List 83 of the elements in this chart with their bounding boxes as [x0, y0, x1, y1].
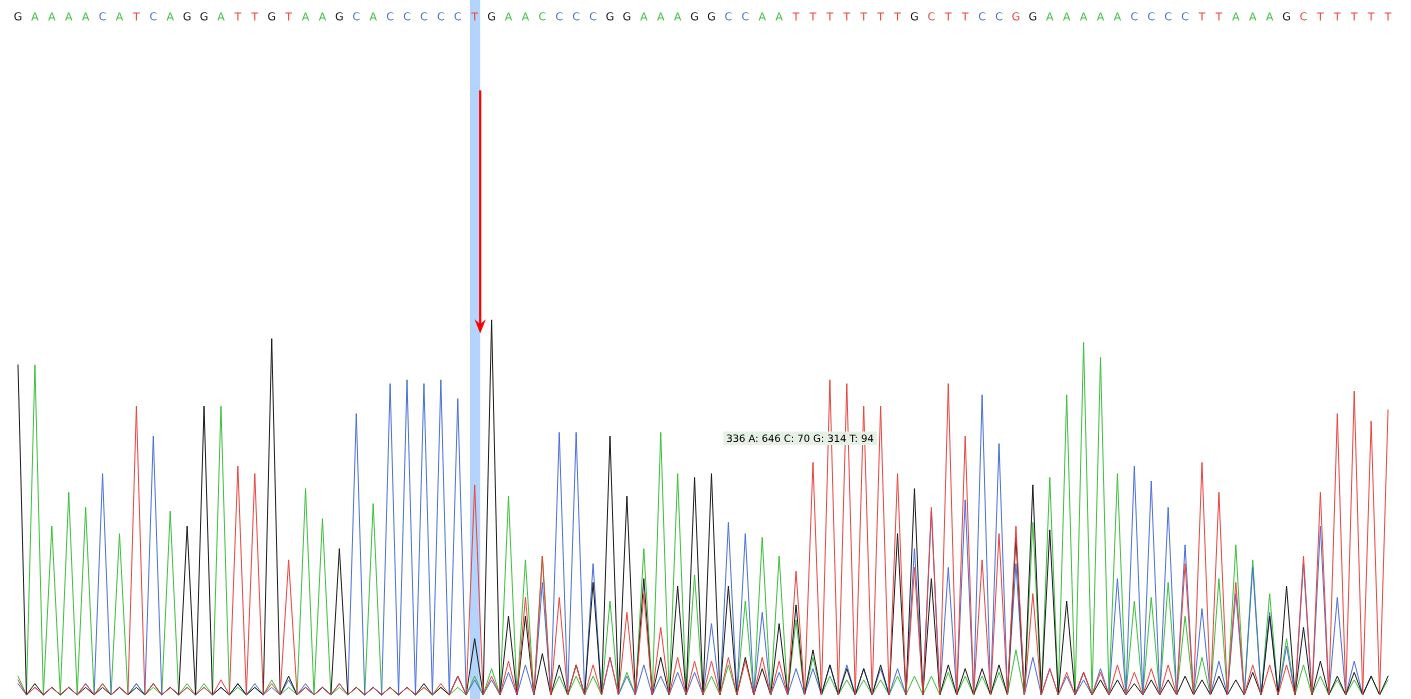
x-tick-label: G: [200, 12, 208, 21]
x-tick-label: T: [1367, 12, 1375, 21]
x-tick-label: T: [1317, 12, 1324, 21]
x-tick-label: T: [251, 12, 259, 21]
x-tick-label: T: [877, 12, 884, 21]
x-tick-label: A: [65, 12, 73, 21]
x-tick-label: T: [471, 12, 479, 21]
annotation: 336 A: 646 C: 70 G: 314 T: 94: [727, 434, 874, 443]
x-tick-label: C: [928, 12, 935, 21]
x-tick-label: G: [183, 12, 191, 21]
x-tick-label: C: [1300, 12, 1307, 21]
x-tick-label: G: [1029, 12, 1037, 21]
x-tick-label: C: [978, 12, 986, 21]
x-tick-label: A: [31, 12, 39, 21]
x-tick-label: C: [995, 12, 1003, 21]
x-tick-label: A: [758, 12, 766, 21]
x-tick-label: C: [1148, 12, 1155, 21]
x-tick-label: A: [369, 12, 377, 21]
x-tick-label: C: [99, 12, 106, 21]
x-tick-label: G: [707, 12, 715, 21]
x-tick-label: C: [150, 12, 157, 21]
x-tick-label: C: [725, 12, 732, 21]
x-tick-label: A: [1046, 12, 1054, 21]
x-tick-label: A: [1113, 12, 1122, 21]
x-tick-label: A: [318, 12, 327, 21]
x-tick-label: A: [1079, 12, 1088, 21]
x-tick-label: A: [217, 12, 225, 21]
x-tick-label: T: [285, 12, 292, 21]
x-tick-label: T: [133, 12, 140, 21]
x-tick-label: A: [115, 12, 124, 21]
x-tick-label: A: [673, 12, 682, 21]
x-tick-label: G: [690, 12, 698, 21]
x-tick-label: T: [843, 12, 851, 21]
x-tick-label: C: [539, 12, 546, 21]
x-tick-label: A: [1249, 12, 1257, 21]
x-tick-label: G: [487, 12, 495, 21]
x-tick-label: C: [403, 12, 411, 21]
x-tick-label: A: [1063, 12, 1071, 21]
x-tick-label: G: [14, 12, 22, 21]
x-tick-label: C: [1164, 12, 1172, 21]
x-tick-label: C: [572, 12, 580, 21]
x-tick-label: T: [944, 12, 952, 21]
x-tick-label: A: [504, 12, 513, 21]
x-tick-label: T: [234, 12, 242, 21]
x-tick-label: A: [1265, 12, 1274, 21]
x-tick-label: A: [775, 12, 783, 21]
x-tick-label: C: [556, 12, 563, 21]
x-tick-label: T: [1215, 12, 1223, 21]
x-tick-label: C: [437, 12, 445, 21]
x-tick-label: A: [657, 12, 665, 21]
x-tick-label: T: [826, 12, 834, 21]
x-tick-label: A: [521, 12, 530, 21]
x-tick-label: C: [353, 12, 360, 21]
x-tick-label: T: [1198, 12, 1206, 21]
x-tick-label: T: [809, 12, 817, 21]
x-tick-label: T: [1350, 12, 1358, 21]
x-tick-label: G: [268, 12, 276, 21]
x-tick-label: G: [606, 12, 614, 21]
x-tick-label: T: [894, 12, 901, 21]
x-tick-label: C: [742, 12, 749, 21]
x-tick-label: A: [1232, 12, 1240, 21]
x-tick-label: T: [792, 12, 800, 21]
x-tick-label: T: [961, 12, 969, 21]
x-tick-label: C: [1131, 12, 1138, 21]
x-tick-label: A: [166, 12, 174, 21]
x-tick-label: A: [1096, 12, 1105, 21]
x-tick-label: A: [301, 12, 310, 21]
x-tick-label: G: [1282, 12, 1290, 21]
x-tick-label: T: [1384, 12, 1392, 21]
x-tick-label: G: [335, 12, 343, 21]
x-tick-label: T: [1333, 12, 1341, 21]
x-tick-label: T: [860, 12, 868, 21]
x-tick-label: C: [454, 12, 461, 21]
x-tick-label: C: [589, 12, 597, 21]
x-tick-label: C: [386, 12, 394, 21]
x-tick-label: C: [420, 12, 428, 21]
x-tick-label: G: [623, 12, 631, 21]
x-tick-label: C: [1181, 12, 1189, 21]
x-tick-label: A: [640, 12, 648, 21]
x-tick-label: A: [48, 12, 56, 21]
x-tick-label: G: [910, 12, 918, 21]
x-tick-label: A: [81, 12, 90, 21]
x-tick-label: G: [1012, 12, 1020, 21]
